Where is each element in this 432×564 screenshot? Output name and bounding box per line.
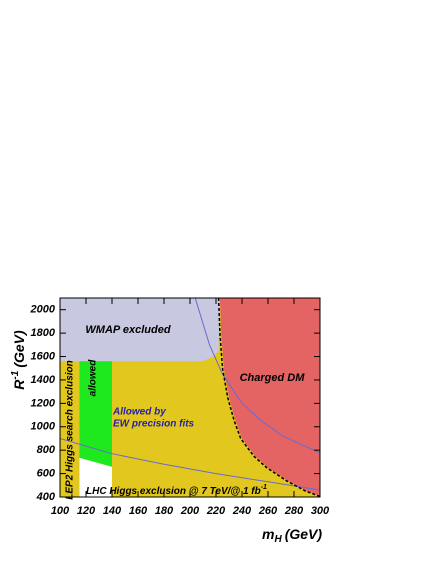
y-tick-label: 2000: [30, 304, 56, 316]
y-axis-label: R-1 (GeV): [10, 330, 27, 390]
annotation: LHC Higgs exclusion @ 7 TeV/@ 1 fb-1: [86, 484, 267, 497]
y-tick-label: 1200: [31, 397, 56, 409]
y-tick-label: 600: [37, 467, 56, 479]
y-tick-label: 400: [36, 491, 56, 503]
x-tick-label: 260: [258, 505, 278, 517]
region: [219, 298, 320, 496]
x-tick-label: 180: [155, 505, 174, 517]
annotation: EW precision fits: [113, 419, 195, 430]
annotation: LHC Higgs exclusion @ 7 TeV/@ 1 fb: [86, 486, 261, 497]
x-tick-label: 300: [311, 505, 330, 517]
x-axis-label: mH (GeV): [262, 526, 322, 545]
x-tick-label: 120: [77, 505, 96, 517]
region: [60, 298, 220, 362]
x-tick-label: 220: [206, 505, 226, 517]
x-axis-label-unit: (GeV): [285, 526, 323, 542]
y-tick-label: 1000: [31, 421, 56, 433]
x-tick-label: 140: [103, 505, 122, 517]
y-axis-label: R: [11, 379, 27, 390]
region: [79, 457, 112, 497]
curve: [194, 297, 321, 454]
y-tick-label: 1800: [31, 327, 56, 339]
annotation: Allowed by: [112, 407, 166, 418]
x-axis-label: m: [262, 526, 274, 542]
y-tick-label: 1600: [31, 350, 56, 362]
y-axis-label-unit: (GeV): [11, 330, 27, 368]
y-tick-label: 1400: [31, 374, 56, 386]
x-tick-label: 160: [129, 505, 148, 517]
x-axis-label-sub: H: [274, 534, 282, 545]
annotation-sup: -1: [261, 484, 267, 491]
x-tick-label: 100: [51, 505, 70, 517]
annotation: WMAP excluded: [85, 324, 170, 336]
curve: [59, 437, 321, 491]
annotation: Charged DM: [240, 372, 306, 384]
y-axis-label-sup: -1: [10, 370, 21, 379]
x-tick-label: 240: [232, 505, 252, 517]
x-tick-label: 200: [180, 505, 200, 517]
annotation: allowed: [88, 359, 99, 397]
y-tick-label: 800: [37, 444, 56, 456]
region: [79, 361, 112, 467]
x-tick-label: 280: [284, 505, 304, 517]
annotation: LEP2 Higgs search exclusion: [65, 360, 76, 500]
